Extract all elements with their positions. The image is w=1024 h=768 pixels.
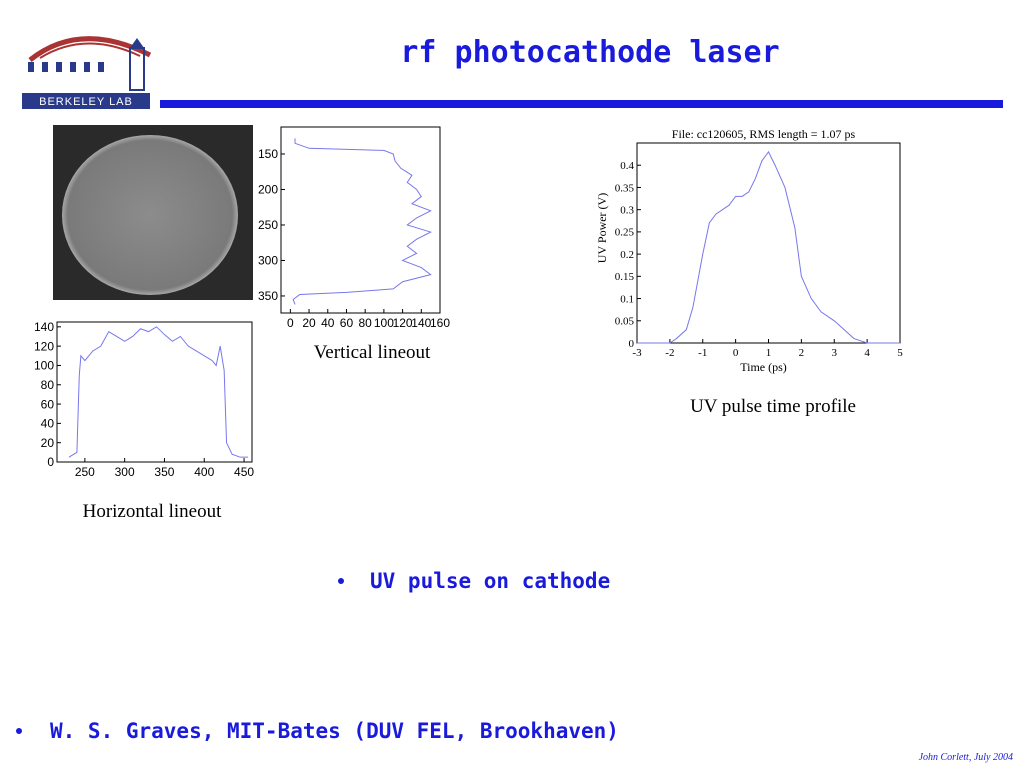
x-tick-label: 140 — [411, 316, 431, 330]
plot-frame — [280, 126, 441, 314]
y-tick-label: 140 — [34, 320, 54, 334]
chart-caption: Horizontal lineout — [83, 501, 222, 522]
x-axis-label: Time (ps) — [740, 360, 787, 374]
x-tick-label: 120 — [393, 316, 413, 330]
x-tick-label: 60 — [340, 316, 354, 330]
y-tick-label: 0.35 — [615, 182, 635, 194]
x-tick-label: 0 — [287, 316, 294, 330]
x-tick-label: 300 — [115, 465, 135, 479]
y-tick-label: 0.1 — [620, 293, 634, 305]
x-tick-label: 350 — [154, 465, 174, 479]
chart-caption: Vertical lineout — [314, 342, 431, 363]
bullet-dot — [16, 728, 22, 734]
y-tick-label: 0.05 — [615, 316, 635, 328]
footer: John Corlett, July 2004 — [919, 752, 1013, 763]
data-line — [68, 326, 249, 458]
y-tick-label: 0.15 — [615, 271, 635, 283]
y-tick-label: 200 — [258, 183, 278, 197]
logo-text: Berkeley Lab — [39, 96, 133, 108]
bullet-text: UV pulse on cathode — [370, 569, 610, 593]
y-tick-label: 60 — [41, 397, 55, 411]
y-tick-label: 40 — [41, 417, 55, 431]
y-tick-label: 80 — [41, 378, 55, 392]
y-tick-label: 0.2 — [620, 249, 634, 261]
x-tick-label: 4 — [864, 347, 870, 359]
x-tick-label: 2 — [799, 347, 805, 359]
data-line — [292, 138, 432, 305]
y-tick-label: 120 — [34, 339, 54, 353]
x-tick-label: -1 — [698, 347, 707, 359]
y-tick-label: 20 — [41, 436, 55, 450]
x-tick-label: 0 — [733, 347, 739, 359]
x-tick-label: 3 — [832, 347, 838, 359]
y-tick-label: 0.4 — [620, 160, 634, 172]
x-tick-label: 160 — [430, 316, 450, 330]
plot-frame — [56, 321, 253, 463]
y-tick-label: 150 — [258, 147, 278, 161]
data-line — [637, 150, 900, 344]
x-tick-label: 100 — [374, 316, 394, 330]
bullet-text: W. S. Graves, MIT-Bates (DUV FEL, Brookh… — [50, 719, 619, 743]
y-tick-label: 300 — [258, 254, 278, 268]
beam-image — [53, 125, 253, 300]
logo: Berkeley Lab — [22, 36, 152, 109]
slide-title: rf photocathode laser — [400, 35, 779, 70]
y-axis-label: UV Power (V) — [595, 193, 609, 263]
y-tick-label: 0 — [629, 338, 635, 350]
x-tick-label: 80 — [358, 316, 372, 330]
y-tick-label: 0 — [47, 455, 54, 469]
x-tick-label: 40 — [321, 316, 335, 330]
chart-caption: UV pulse time profile — [690, 396, 856, 417]
x-tick-label: 250 — [75, 465, 95, 479]
y-tick-label: 250 — [258, 218, 278, 232]
y-tick-label: 100 — [34, 359, 54, 373]
x-tick-label: 5 — [897, 347, 903, 359]
x-tick-label: 20 — [302, 316, 316, 330]
y-tick-label: 350 — [258, 289, 278, 303]
x-tick-label: -3 — [632, 347, 642, 359]
x-tick-label: 450 — [234, 465, 254, 479]
chart-title: File: cc120605, RMS length = 1.07 ps — [672, 127, 856, 141]
title-rule — [160, 100, 1003, 108]
x-tick-label: 1 — [766, 347, 772, 359]
x-tick-label: -2 — [665, 347, 674, 359]
x-tick-label: 400 — [194, 465, 214, 479]
bullet-dot — [338, 578, 344, 584]
y-tick-label: 0.25 — [615, 227, 635, 239]
plot-frame — [636, 142, 901, 344]
y-tick-label: 0.3 — [620, 205, 634, 217]
